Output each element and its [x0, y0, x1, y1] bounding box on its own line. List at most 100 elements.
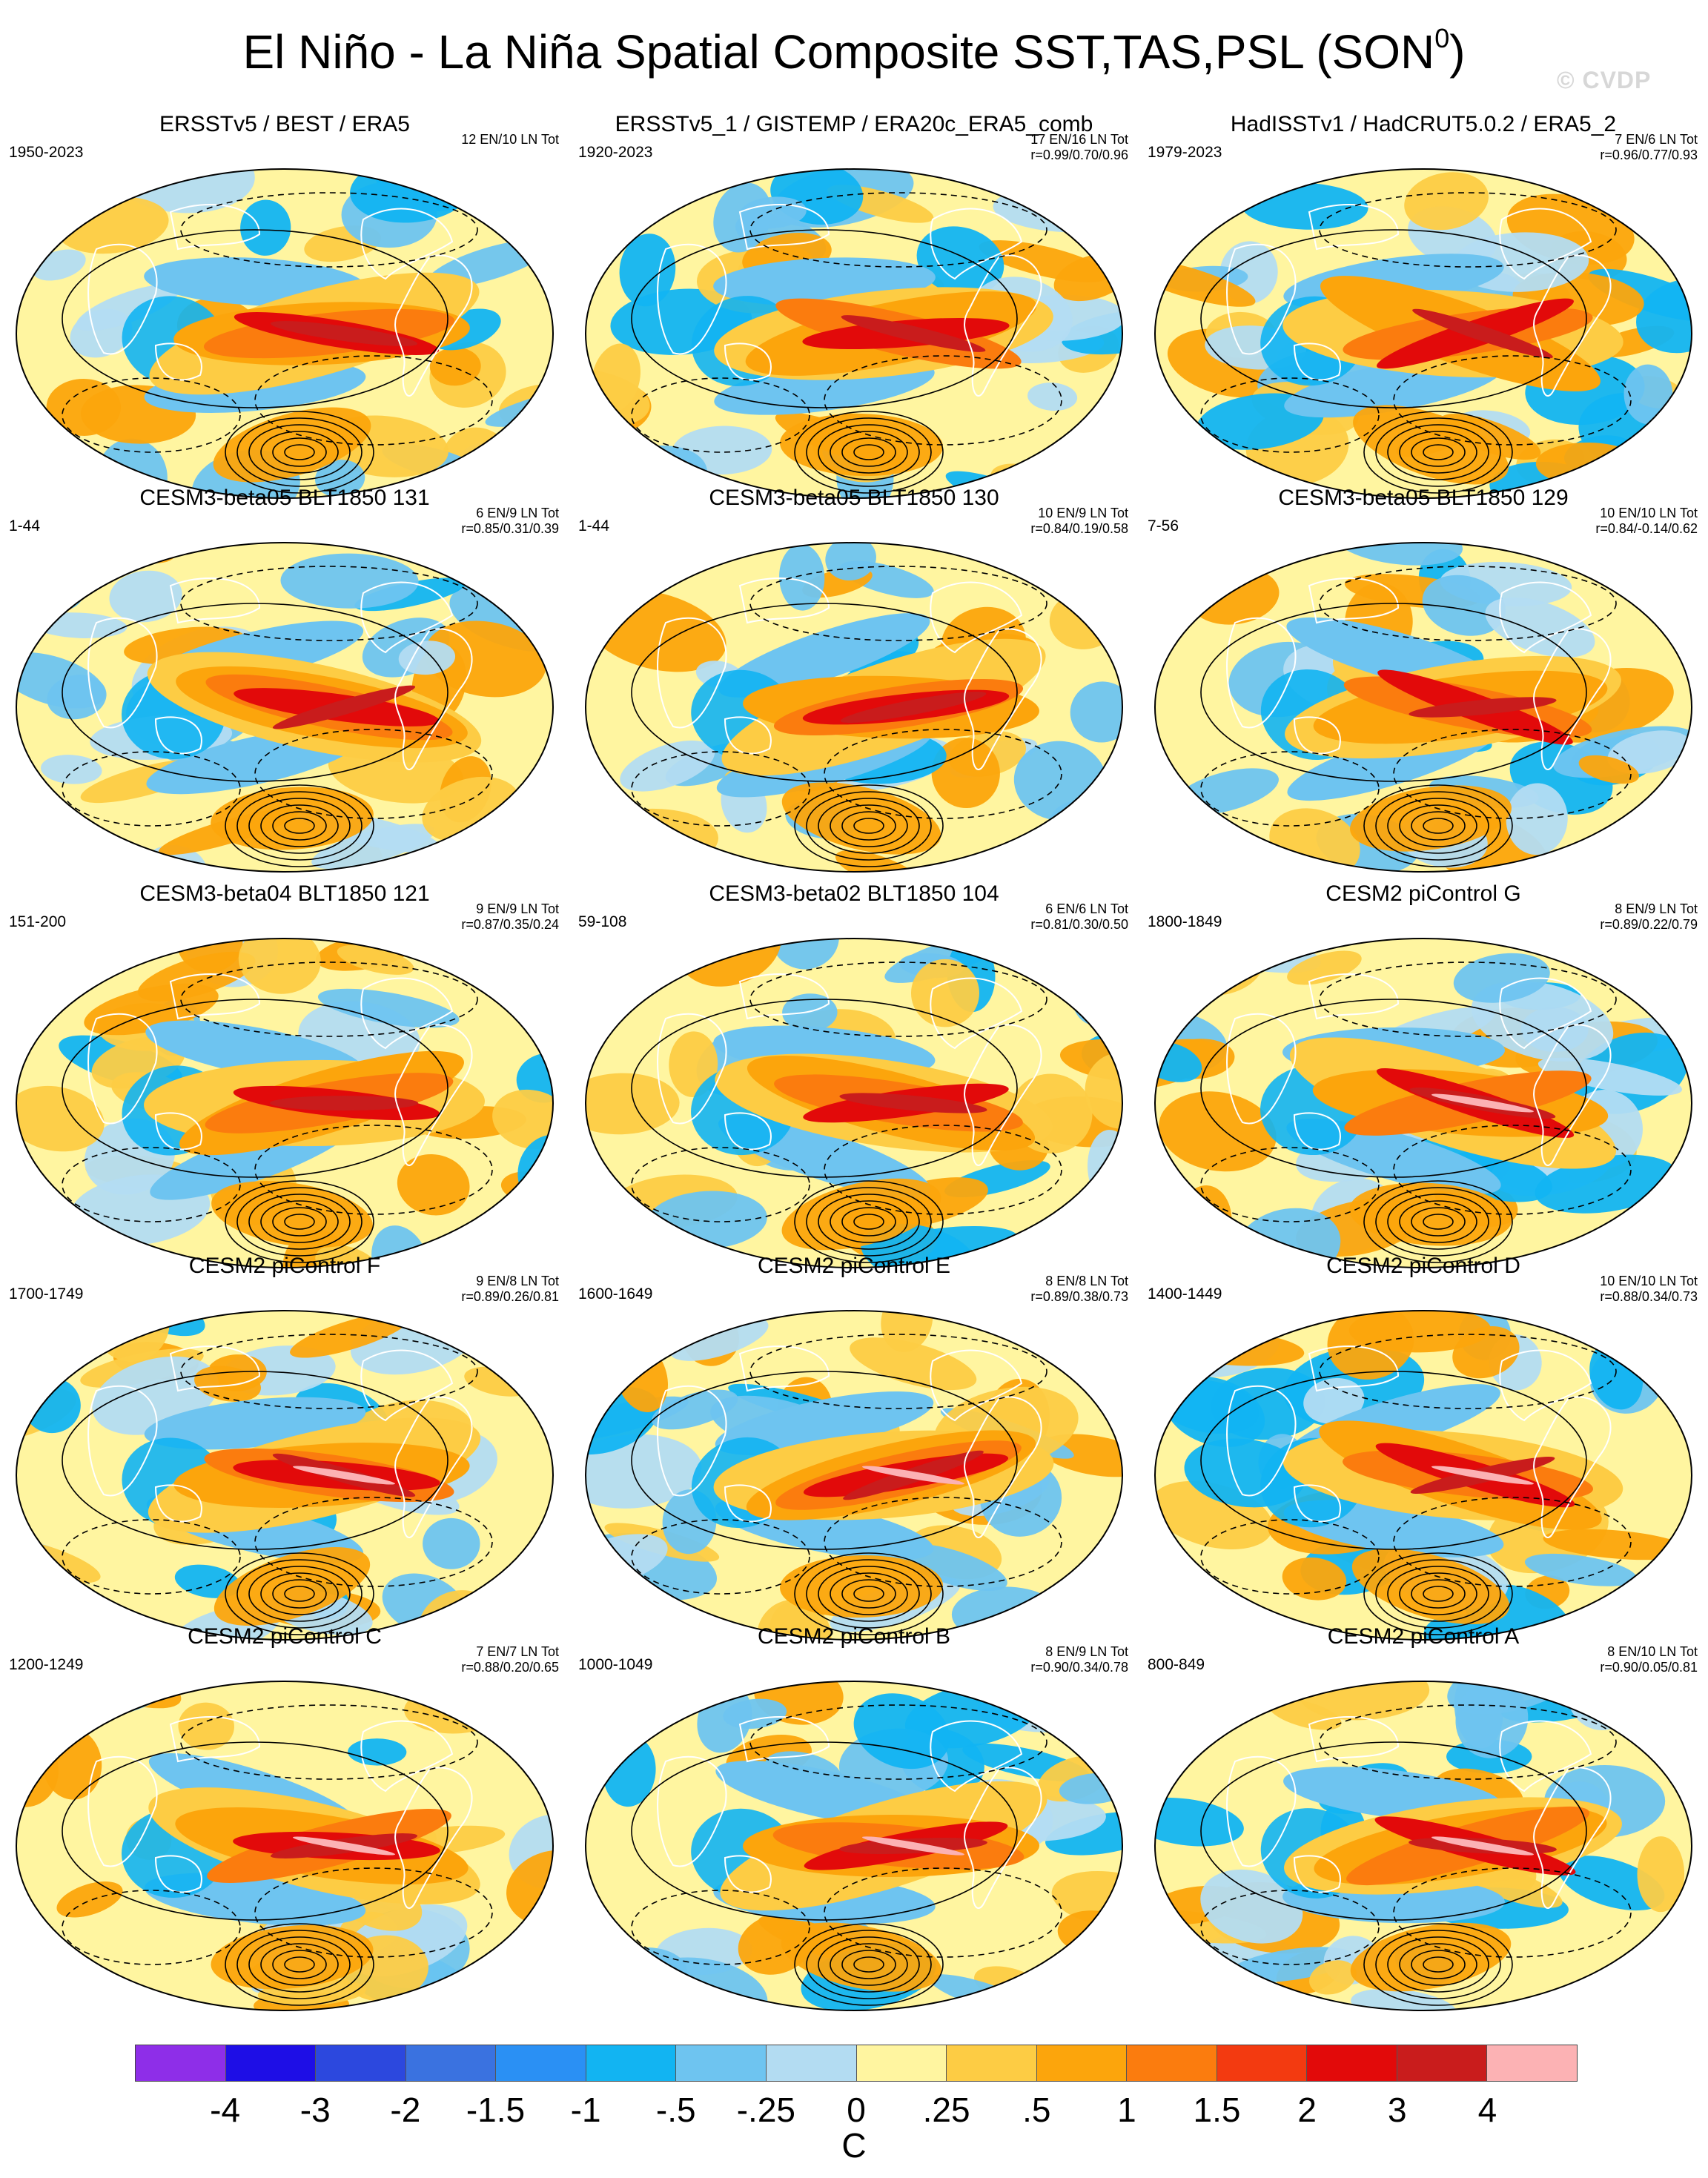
map-panel: ERSSTv5 / BEST / ERA5 1950-2023 12 EN/10 L…: [0, 111, 569, 512]
colorbar-box: [225, 2045, 317, 2081]
panel-pattern-correlation: r=0.85/0.31/0.39: [461, 521, 559, 536]
panel-title: CESM3-beta05 BLT1850 131: [139, 486, 430, 510]
robinson-map: [1154, 168, 1692, 499]
panel-years: 1700-1749: [9, 1285, 84, 1303]
map-panel: CESM2 piControl C 1200-1249 7 EN/7 LN Tot r…: [0, 1623, 569, 2024]
panel-pattern-correlation: r=0.89/0.22/0.79: [1600, 917, 1698, 932]
colorbar-box: [1127, 2045, 1217, 2081]
panel-event-count: 8 EN/9 LN Tot: [1615, 901, 1698, 916]
panel-title: CESM3-beta04 BLT1850 121: [139, 881, 430, 906]
colorbar-box: [947, 2045, 1037, 2081]
panel-pattern-correlation: r=0.96/0.77/0.93: [1600, 148, 1698, 162]
colorbar-box: [676, 2045, 767, 2081]
figure-title: El Niño - La Niña Spatial Composite SST,…: [242, 23, 1466, 79]
panel-title: CESM2 piControl B: [757, 1624, 951, 1649]
panel-title: CESM3-beta05 BLT1850 130: [709, 486, 999, 510]
panel-years: 1-44: [578, 517, 610, 534]
map-panel: CESM2 piControl D 1400-1449 10 EN/10 LN To…: [1139, 1253, 1708, 1653]
panel-event-count: 10 EN/9 LN Tot: [1038, 506, 1128, 520]
panel-stats: 10 EN/10 LN Tot r=0.84/-0.14/0.62: [1595, 506, 1698, 537]
colorbar-box: [586, 2045, 677, 2081]
panel-pattern-correlation: r=0.88/0.20/0.65: [461, 1660, 559, 1675]
panel-title: CESM3-beta05 BLT1850 129: [1278, 486, 1569, 510]
robinson-map: [1154, 1681, 1692, 2011]
panel-event-count: 6 EN/6 LN Tot: [1045, 901, 1128, 916]
colorbar-tick-label: 1: [1117, 2091, 1136, 2129]
panel-years: 1000-1049: [578, 1656, 653, 1673]
panel-event-count: 8 EN/8 LN Tot: [1045, 1274, 1128, 1288]
panel-title: CESM2 piControl F: [188, 1254, 381, 1278]
panel-pattern-correlation: r=0.89/0.26/0.81: [461, 1289, 559, 1304]
map-panel: CESM2 piControl A 800-849 8 EN/10 LN Tot r=…: [1139, 1623, 1708, 2024]
colorbar-box: [496, 2045, 586, 2081]
colorbar-box: [1307, 2045, 1397, 2081]
map-panel: CESM2 piControl E 1600-1649 8 EN/8 LN Tot r…: [569, 1253, 1139, 1653]
panel-years: 1200-1249: [9, 1656, 84, 1673]
panel-title: CESM3-beta02 BLT1850 104: [709, 881, 999, 906]
map-panel: CESM2 piControl B 1000-1049 8 EN/9 LN Tot r…: [569, 1623, 1139, 2024]
panel-event-count: 9 EN/9 LN Tot: [476, 901, 559, 916]
colorbar-units: C: [841, 2126, 867, 2165]
panel-event-count: 6 EN/9 LN Tot: [476, 506, 559, 520]
panel-title: CESM2 piControl E: [757, 1254, 951, 1278]
colorbar-tick-label: -.5: [655, 2091, 696, 2129]
panel-stats: 8 EN/9 LN Tot r=0.90/0.34/0.78: [1030, 1644, 1128, 1675]
panel-stats: 6 EN/9 LN Tot r=0.85/0.31/0.39: [461, 506, 559, 537]
panel-pattern-correlation: r=0.99/0.70/0.96: [1030, 148, 1128, 162]
colorbar-box: [1397, 2045, 1488, 2081]
panel-stats: 8 EN/9 LN Tot r=0.89/0.22/0.79: [1600, 901, 1698, 933]
panel-title: ERSSTv5 / BEST / ERA5: [159, 112, 410, 136]
robinson-map: [16, 542, 554, 873]
panel-pattern-correlation: r=0.87/0.35/0.24: [461, 917, 559, 932]
panel-pattern-correlation: r=0.84/-0.14/0.62: [1595, 521, 1698, 536]
colorbar-box: [136, 2045, 226, 2081]
colorbar-box: [406, 2045, 497, 2081]
panel-pattern-correlation: r=0.84/0.19/0.58: [1030, 521, 1128, 536]
colorbar-box: [316, 2045, 406, 2081]
colorbar-tick-label: -4: [210, 2091, 241, 2129]
panel-stats: 7 EN/6 LN Tot r=0.96/0.77/0.93: [1600, 132, 1698, 163]
robinson-map: [1154, 542, 1692, 873]
colorbar-tick-label: 0: [847, 2091, 866, 2129]
robinson-map: [585, 938, 1123, 1268]
colorbar-tick-label: -3: [299, 2091, 331, 2129]
panel-event-count: 17 EN/16 LN Tot: [1030, 132, 1128, 147]
panel-pattern-correlation: r=0.90/0.05/0.81: [1600, 1660, 1698, 1675]
colorbar-box: [1036, 2045, 1128, 2081]
colorbar-box: [1217, 2045, 1308, 2081]
panel-event-count: 7 EN/6 LN Tot: [1615, 132, 1698, 147]
colorbar-tick-label: 3: [1387, 2091, 1407, 2129]
robinson-map: [585, 542, 1123, 873]
panel-event-count: 12 EN/10 LN Tot: [461, 132, 559, 147]
colorbar-tick-label: 2: [1297, 2091, 1317, 2129]
panel-years: 800-849: [1148, 1656, 1205, 1673]
map-panel: CESM3-beta05 BLT1850 129 7-56 10 EN/10 LN …: [1139, 485, 1708, 885]
map-panel: CESM2 piControl G 1800-1849 8 EN/9 LN Tot r…: [1139, 881, 1708, 1281]
panel-pattern-correlation: r=0.81/0.30/0.50: [1030, 917, 1128, 932]
panel-event-count: 8 EN/9 LN Tot: [1045, 1644, 1128, 1659]
cvdp-watermark: © CVDP: [1557, 67, 1652, 93]
panel-years: 1800-1849: [1148, 913, 1222, 930]
panel-event-count: 10 EN/10 LN Tot: [1600, 506, 1698, 520]
colorbar-tick-label: -2: [390, 2091, 421, 2129]
panel-stats: 17 EN/16 LN Tot r=0.99/0.70/0.96: [1030, 132, 1128, 163]
map-panel: CESM3-beta05 BLT1850 131 1-44 6 EN/9 LN To…: [0, 485, 569, 885]
panel-stats: 9 EN/8 LN Tot r=0.89/0.26/0.81: [461, 1274, 559, 1305]
map-panel: CESM3-beta04 BLT1850 121 151-200 9 EN/9 LN…: [0, 881, 569, 1281]
panel-years: 151-200: [9, 913, 67, 930]
panel-years: 59-108: [578, 913, 627, 930]
map-panel: CESM2 piControl F 1700-1749 9 EN/8 LN Tot r…: [0, 1253, 569, 1653]
robinson-map: [585, 168, 1123, 499]
colorbar-tick-label: -1.5: [466, 2091, 526, 2129]
panel-stats: 10 EN/9 LN Tot r=0.84/0.19/0.58: [1030, 506, 1128, 537]
robinson-map: [16, 168, 554, 499]
robinson-map: [585, 1681, 1123, 2011]
map-panel: CESM3-beta05 BLT1850 130 1-44 10 EN/9 LN T…: [569, 485, 1139, 885]
panel-title: ERSSTv5_1 / GISTEMP / ERA20c_ERA5_comb: [615, 112, 1093, 136]
panel-years: 1-44: [9, 517, 41, 534]
panel-stats: 6 EN/6 LN Tot r=0.81/0.30/0.50: [1030, 901, 1128, 933]
panel-title: CESM2 piControl D: [1326, 1254, 1520, 1278]
panel-event-count: 8 EN/10 LN Tot: [1607, 1644, 1698, 1659]
map-panel: CESM3-beta02 BLT1850 104 59-108 6 EN/6 LN …: [569, 881, 1139, 1281]
colorbar-tick-label: 1.5: [1193, 2091, 1241, 2129]
